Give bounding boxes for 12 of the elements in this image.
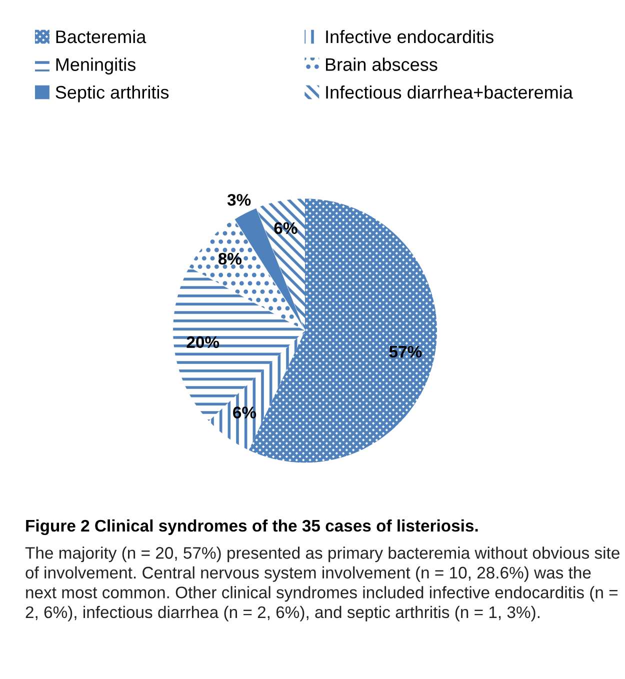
text: The majority (n = 20, 57%) presented as primary bacteremia without obvious site of involvement. Central nervous system involvement (n = 10, 28.6%) was the next most common. Other clinical syndromes included infective endocarditis (n = 2, 6%), infectious diarrhea (n = 2, 6%), and septic arthritis (n = 1, 3%).	[25, 546, 620, 622]
legend-label: Meningitis	[56, 58, 136, 75]
legend-label: Infectious diarrhea+bacteremia	[326, 85, 573, 99]
legend-label: Septic arthritis	[56, 85, 169, 102]
pie-slice	[256, 198, 305, 331]
pie-slice	[173, 267, 305, 422]
data-label: 8%	[218, 252, 242, 265]
text: Figure 2 Clinical syndromes of the 35 cases of listeriosis.	[26, 519, 478, 536]
legend-label: Bacteremia	[56, 30, 146, 44]
data-label: 3%	[227, 194, 251, 206]
legend-label: Brain abscess	[326, 58, 438, 71]
legend-label: Infective endocarditis	[326, 30, 494, 44]
